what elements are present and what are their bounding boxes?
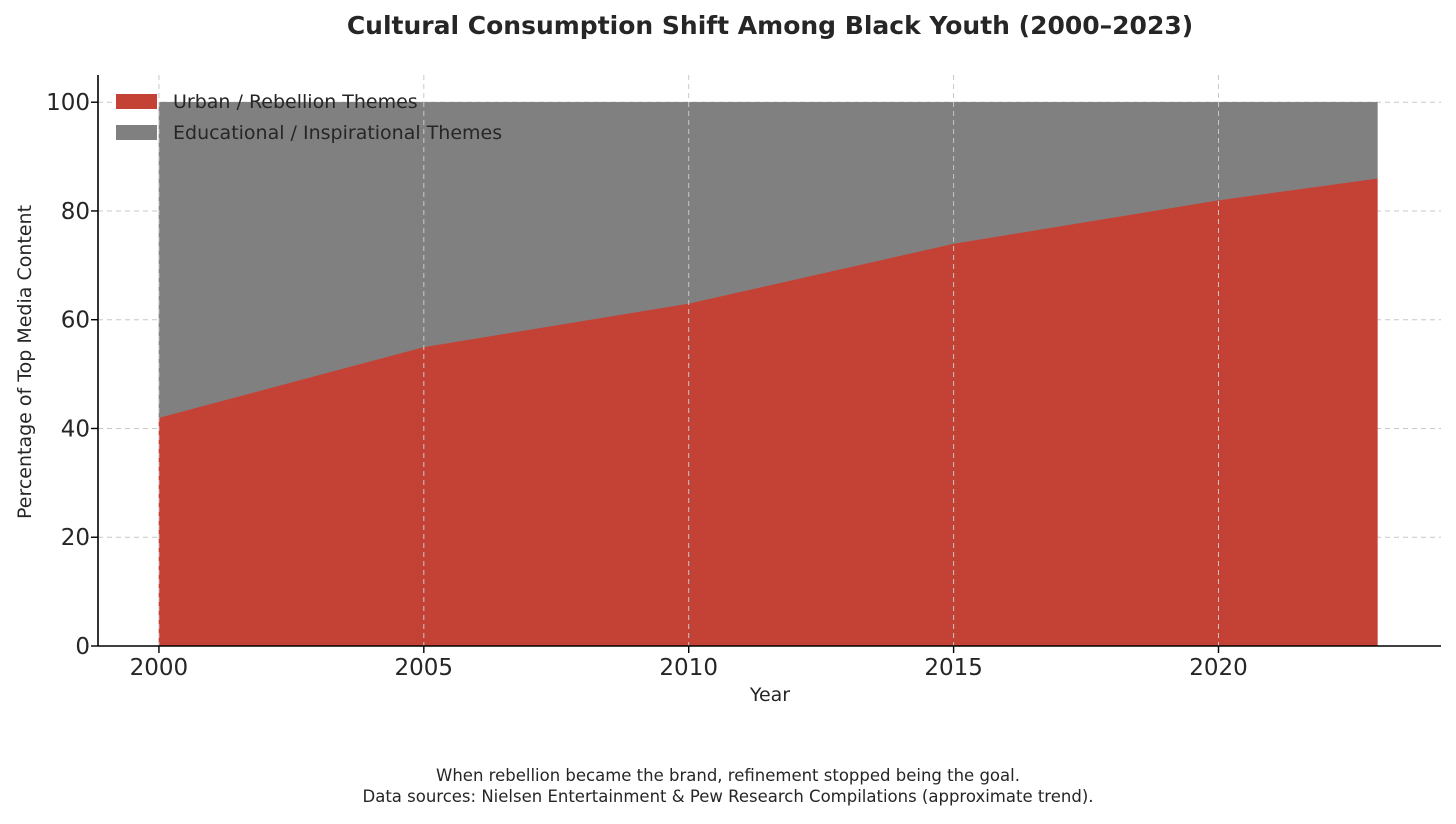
legend: Urban / Rebellion Themes Educational / In… bbox=[116, 91, 502, 144]
x-tick-label-2010: 2010 bbox=[659, 655, 718, 681]
legend-swatch-2 bbox=[116, 125, 157, 140]
caption-line-1: When rebellion became the brand, refinem… bbox=[436, 766, 1020, 785]
legend-label-2: Educational / Inspirational Themes bbox=[173, 122, 502, 144]
x-tick-label-2015: 2015 bbox=[924, 655, 983, 681]
area-layer bbox=[158, 101, 1378, 647]
y-axis-label: Percentage of Top Media Content bbox=[14, 205, 36, 519]
x-tick-label-2005: 2005 bbox=[395, 655, 454, 681]
y-tick-label-40: 40 bbox=[61, 416, 90, 442]
legend-label-1: Urban / Rebellion Themes bbox=[173, 91, 418, 113]
axis-layer: 2000 2005 2010 2015 2020 0 20 40 60 80 100 bbox=[46, 75, 1441, 681]
y-tick-label-60: 60 bbox=[61, 308, 90, 334]
x-tick-label-2000: 2000 bbox=[130, 655, 189, 681]
x-tick-label-2020: 2020 bbox=[1189, 655, 1248, 681]
caption-line-2: Data sources: Nielsen Entertainment & Pe… bbox=[363, 787, 1094, 806]
chart-title: Cultural Consumption Shift Among Black Y… bbox=[347, 11, 1193, 40]
legend-swatch-1 bbox=[116, 94, 157, 109]
x-axis-label: Year bbox=[749, 684, 790, 706]
y-tick-label-20: 20 bbox=[61, 525, 90, 551]
y-tick-label-100: 100 bbox=[46, 90, 90, 116]
y-tick-label-0: 0 bbox=[75, 634, 90, 660]
y-tick-label-80: 80 bbox=[61, 199, 90, 225]
